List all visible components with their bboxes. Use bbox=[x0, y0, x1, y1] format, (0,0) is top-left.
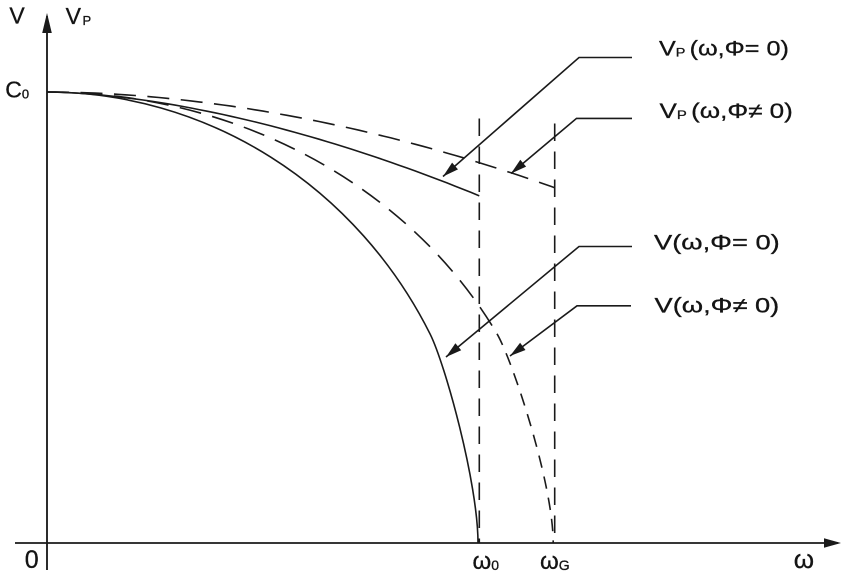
svg-text:VP: VP bbox=[66, 3, 92, 29]
svg-text:V: V bbox=[9, 2, 25, 28]
svg-text:ω: ω bbox=[794, 544, 814, 573]
svg-text:V(ω,Φ= 0): V(ω,Φ= 0) bbox=[654, 231, 780, 254]
svg-text:V(ω,Φ≠ 0): V(ω,Φ≠ 0) bbox=[655, 294, 780, 317]
svg-text:0: 0 bbox=[25, 546, 39, 573]
svg-text:VP(ω,Φ= 0): VP (ω,Φ= 0) bbox=[659, 36, 789, 60]
svg-text:VP(ω,Φ≠ 0): VP (ω,Φ≠ 0) bbox=[660, 100, 793, 123]
